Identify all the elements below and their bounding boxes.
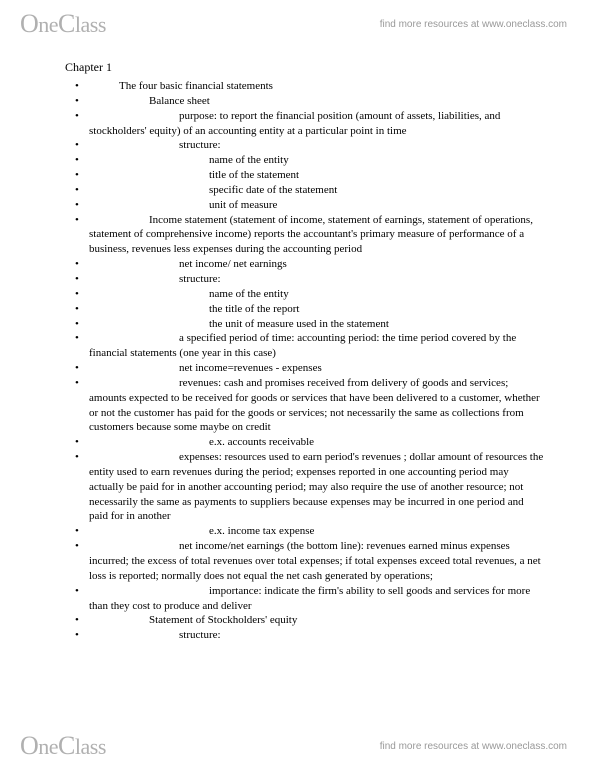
note-text: unit of measure xyxy=(89,198,545,213)
note-item: structure: xyxy=(65,272,545,287)
note-item: importance: indicate the firm's ability … xyxy=(65,584,545,614)
note-text: e.x. income tax expense xyxy=(89,524,545,539)
note-item: title of the statement xyxy=(65,168,545,183)
note-text: name of the entity xyxy=(89,287,545,302)
header-tagline: find more resources at www.oneclass.com xyxy=(380,19,567,30)
note-item: a specified period of time: accounting p… xyxy=(65,331,545,361)
note-text: name of the entity xyxy=(89,153,545,168)
note-text: the title of the report xyxy=(89,302,545,317)
note-item: net income/net earnings (the bottom line… xyxy=(65,539,545,584)
document-body: Chapter 1 The four basic financial state… xyxy=(65,60,545,643)
note-text: structure: xyxy=(89,628,545,643)
note-item: e.x. income tax expense xyxy=(65,524,545,539)
page-footer: OneClass find more resources at www.onec… xyxy=(0,730,595,762)
note-item: the unit of measure used in the statemen… xyxy=(65,317,545,332)
note-item: Statement of Stockholders' equity xyxy=(65,613,545,628)
note-item: The four basic financial statements xyxy=(65,79,545,94)
note-text: title of the statement xyxy=(89,168,545,183)
note-text: Income statement (statement of income, s… xyxy=(89,213,545,258)
note-text: net income/net earnings (the bottom line… xyxy=(89,539,545,584)
note-item: net income/ net earnings xyxy=(65,257,545,272)
note-text: net income/ net earnings xyxy=(89,257,545,272)
note-text: e.x. accounts receivable xyxy=(89,435,545,450)
note-text: specific date of the statement xyxy=(89,183,545,198)
note-item: e.x. accounts receivable xyxy=(65,435,545,450)
note-item: Balance sheet xyxy=(65,94,545,109)
page-header: OneClass find more resources at www.onec… xyxy=(0,8,595,40)
note-item: the title of the report xyxy=(65,302,545,317)
note-item: expenses: resources used to earn period'… xyxy=(65,450,545,524)
note-text: purpose: to report the financial positio… xyxy=(89,109,545,139)
note-item: name of the entity xyxy=(65,287,545,302)
note-item: revenues: cash and promises received fro… xyxy=(65,376,545,435)
note-text: importance: indicate the firm's ability … xyxy=(89,584,545,614)
note-text: The four basic financial statements xyxy=(89,79,545,94)
note-text: Balance sheet xyxy=(89,94,545,109)
note-item: structure: xyxy=(65,138,545,153)
note-item: structure: xyxy=(65,628,545,643)
note-item: name of the entity xyxy=(65,153,545,168)
note-item: net income=revenues - expenses xyxy=(65,361,545,376)
note-item: Income statement (statement of income, s… xyxy=(65,213,545,258)
note-text: Statement of Stockholders' equity xyxy=(89,613,545,628)
note-text: net income=revenues - expenses xyxy=(89,361,545,376)
note-item: unit of measure xyxy=(65,198,545,213)
note-text: structure: xyxy=(89,138,545,153)
chapter-title: Chapter 1 xyxy=(65,60,545,75)
notes-list: The four basic financial statementsBalan… xyxy=(65,79,545,643)
note-text: revenues: cash and promises received fro… xyxy=(89,376,545,435)
note-text: structure: xyxy=(89,272,545,287)
footer-tagline: find more resources at www.oneclass.com xyxy=(380,741,567,752)
note-item: purpose: to report the financial positio… xyxy=(65,109,545,139)
note-item: specific date of the statement xyxy=(65,183,545,198)
note-text: the unit of measure used in the statemen… xyxy=(89,317,545,332)
note-text: a specified period of time: accounting p… xyxy=(89,331,545,361)
note-text: expenses: resources used to earn period'… xyxy=(89,450,545,524)
brand-logo-footer: OneClass xyxy=(20,731,106,761)
brand-logo: OneClass xyxy=(20,9,106,39)
